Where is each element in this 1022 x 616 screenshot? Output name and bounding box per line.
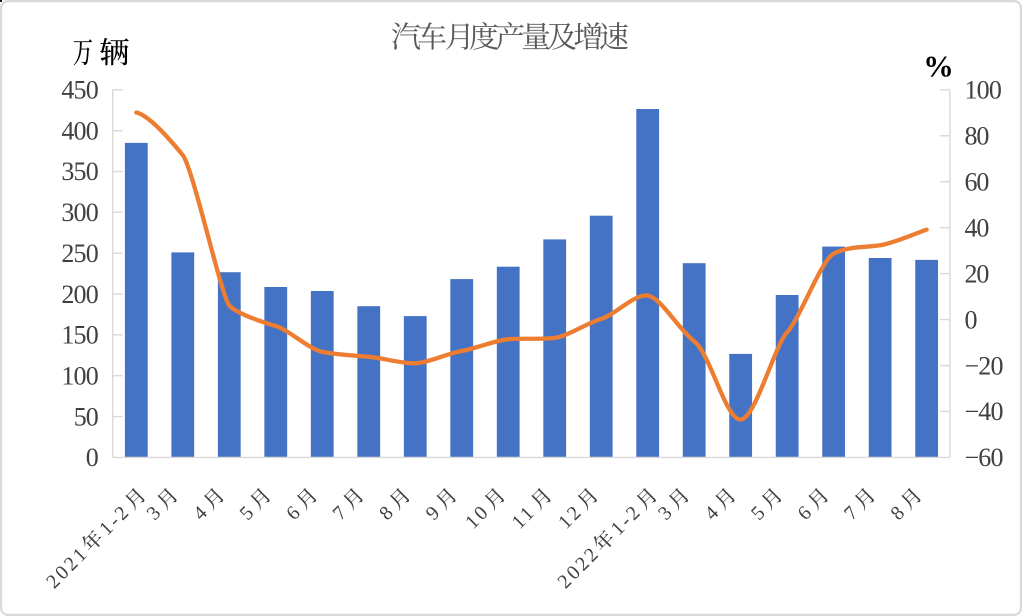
svg-text:−40: −40 [965, 397, 1004, 426]
svg-text:100: 100 [965, 76, 1002, 105]
svg-text:250: 250 [61, 239, 98, 268]
svg-text:350: 350 [61, 157, 98, 186]
svg-text:150: 150 [61, 321, 98, 350]
svg-text:100: 100 [61, 361, 98, 390]
svg-text:20: 20 [965, 259, 990, 288]
svg-text:%: % [923, 49, 954, 83]
svg-text:0: 0 [965, 305, 978, 334]
svg-text:450: 450 [61, 76, 98, 105]
svg-text:60: 60 [965, 167, 990, 196]
svg-text:80: 80 [965, 122, 990, 151]
svg-text:50: 50 [74, 402, 99, 431]
svg-text:0: 0 [86, 443, 99, 472]
svg-text:400: 400 [61, 116, 98, 145]
svg-text:200: 200 [61, 280, 98, 309]
svg-text:−60: −60 [965, 443, 1004, 472]
svg-text:300: 300 [61, 198, 98, 227]
svg-text:40: 40 [965, 213, 990, 242]
svg-text:−20: −20 [965, 351, 1004, 380]
